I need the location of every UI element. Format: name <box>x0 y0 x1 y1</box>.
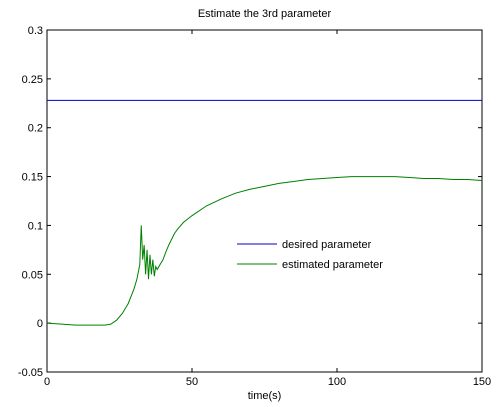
y-axis: -0.05 0 0.05 0.1 0.15 0.2 0.25 0.3 <box>18 25 482 379</box>
x-tick-label: 0 <box>44 376 50 388</box>
chart-title: Estimate the 3rd parameter <box>198 8 332 20</box>
y-tick-label: 0.2 <box>28 123 43 135</box>
y-tick-label: 0 <box>37 318 43 330</box>
y-tick-label: 0.1 <box>28 220 43 232</box>
y-tick-label: 0.25 <box>22 74 43 86</box>
y-tick-label: 0.3 <box>28 25 43 37</box>
legend-label: estimated parameter <box>282 259 383 271</box>
x-axis-label: time(s) <box>248 390 282 402</box>
series-line-estimated-parameter <box>46 176 483 326</box>
series-layer <box>46 99 483 326</box>
x-tick-label: 150 <box>473 376 491 388</box>
x-tick-label: 50 <box>186 376 198 388</box>
y-tick-label: 0.05 <box>22 269 43 281</box>
x-tick-label: 100 <box>328 376 346 388</box>
x-axis: 0 50 100 150 <box>44 30 491 388</box>
legend: desired parameter estimated parameter <box>237 239 383 271</box>
y-tick-label: 0.15 <box>22 172 43 184</box>
y-tick-label: -0.05 <box>18 367 43 379</box>
legend-label: desired parameter <box>282 239 372 251</box>
plot-frame <box>46 29 483 373</box>
